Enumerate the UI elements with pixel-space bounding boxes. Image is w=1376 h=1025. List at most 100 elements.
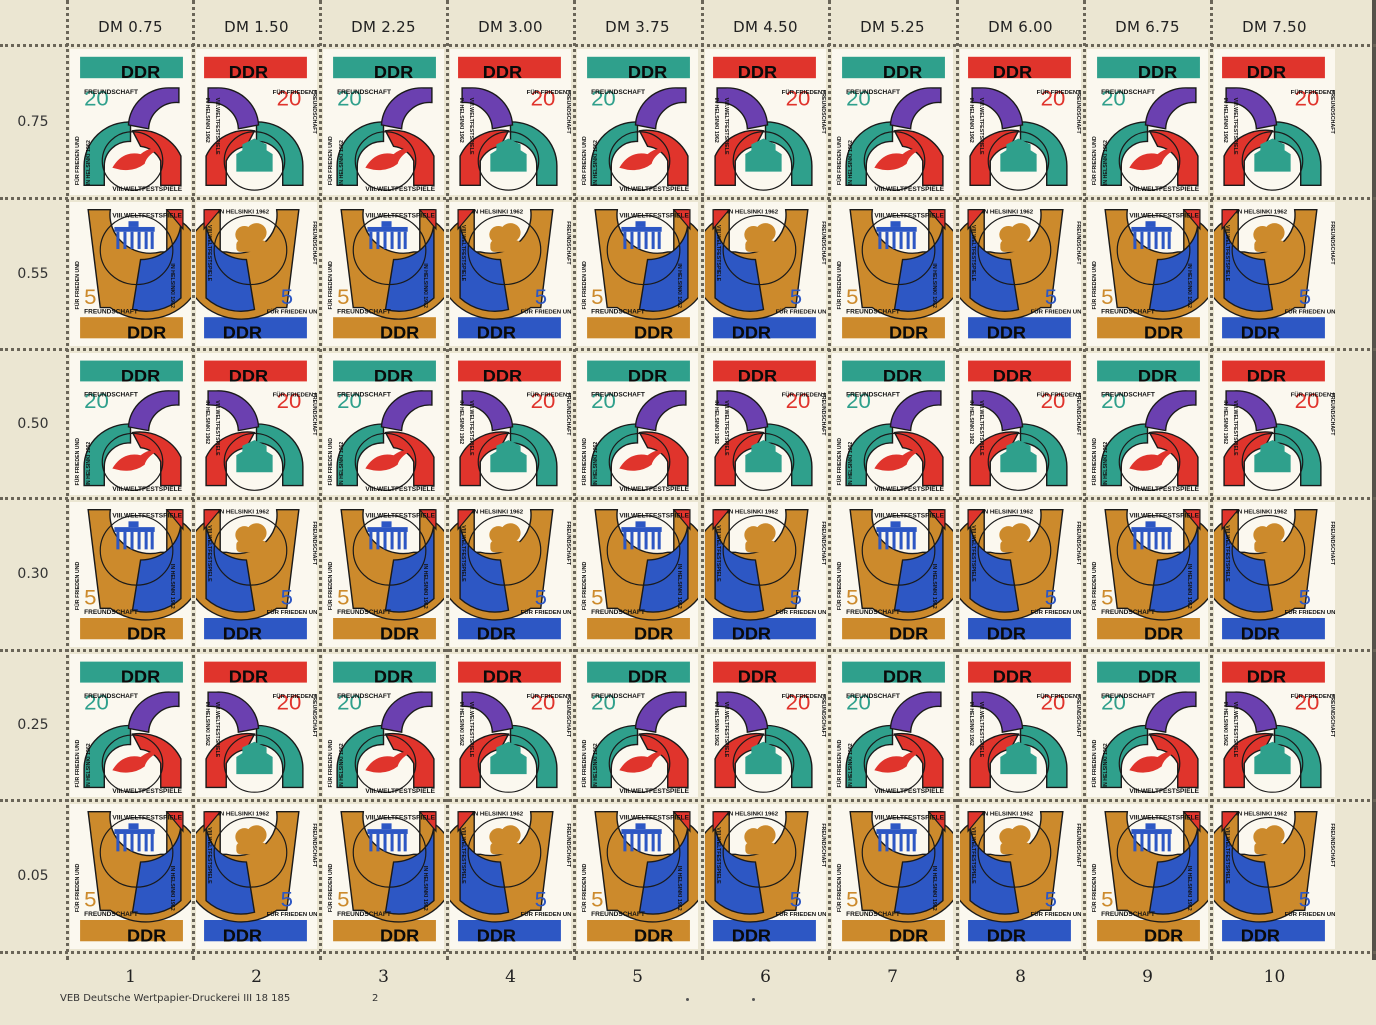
ddr-bar	[842, 618, 945, 640]
ddr-bar	[204, 920, 307, 942]
ring-arc-purple	[716, 691, 769, 733]
ddr-bar	[713, 661, 816, 683]
motto-text: FÜR FRIEDEN UND	[1291, 693, 1335, 700]
stamp: DDR 5 FREUNDSCHAFT VIII.WELTFESTSPIELE FÜR F…	[70, 804, 191, 949]
city-vertical-text: IN HELSINKI 1962	[204, 98, 210, 143]
ddr-text: DDR	[628, 366, 668, 385]
brandenburg-gate-icon	[1131, 521, 1172, 550]
motto-vertical-text: FÜR FRIEDEN UND	[1091, 438, 1098, 486]
plate-number: 2	[372, 993, 379, 1004]
perforation-horizontal	[0, 497, 1376, 500]
motto-text: FREUNDSCHAFT	[591, 89, 645, 96]
motto-text: FREUNDSCHAFT	[591, 308, 645, 315]
motto-text: FÜR FRIEDEN UND	[1037, 89, 1081, 96]
column-number: 6	[760, 967, 771, 987]
faces-icon	[999, 223, 1031, 252]
motto-vertical-text: FREUNDSCHAFT	[1075, 393, 1081, 436]
ddr-text: DDR	[1144, 624, 1183, 644]
motto-text: FÜR FRIEDEN UND	[267, 308, 317, 315]
building-icon	[236, 440, 273, 473]
stamp: DDR 20 FREUNDSCHAFT VIII.WELTFESTSPIELE FÜR …	[70, 654, 191, 797]
city-vertical-text: IN HELSINKI 1962	[713, 702, 719, 746]
festival-text: VIII.WELTFESTSPIELE	[365, 486, 435, 493]
dove-icon	[1129, 148, 1174, 171]
row-price-label: 0.05	[17, 868, 49, 884]
value-text: 5	[591, 585, 603, 609]
ring-arc-purple	[634, 691, 687, 733]
ring-outline	[101, 734, 164, 793]
motto-text: FREUNDSCHAFT	[591, 609, 645, 616]
ring-outline	[213, 816, 288, 888]
motto-vertical-text: FREUNDSCHAFT	[311, 694, 317, 738]
faces-icon	[999, 825, 1031, 855]
value-text: 5	[591, 284, 603, 308]
motto-text: FREUNDSCHAFT	[84, 392, 138, 399]
ring-outline	[1118, 432, 1181, 491]
festival-text: VIII.WELTFESTSPIELE	[365, 788, 435, 795]
ddr-bar	[80, 56, 183, 79]
ring-outline	[722, 214, 797, 286]
ring-arc-purple	[461, 87, 514, 130]
motto-text: FÜR FRIEDEN UND	[273, 89, 317, 96]
ddr-bar	[968, 618, 1071, 640]
ring-outline	[467, 214, 542, 286]
stamp: DDR 20 FREUNDSCHAFT VIII.WELTFESTSPIELE FÜR …	[577, 654, 698, 797]
city-vertical-text: IN HELSINKI 1962	[1222, 98, 1228, 143]
ring-outline	[606, 816, 681, 888]
motto-vertical-text: FÜR FRIEDEN UND	[74, 562, 81, 611]
ring-arc-purple	[971, 390, 1024, 432]
stamp: DDR 5 FREUNDSCHAFT VIII.WELTFESTSPIELE FÜR F…	[832, 502, 953, 647]
motto-vertical-text: FREUNDSCHAFT	[565, 221, 571, 265]
ddr-text: DDR	[738, 62, 777, 82]
ddr-text: DDR	[1241, 323, 1281, 343]
ring-outline	[861, 514, 936, 586]
city-text: IN HELSINKI 1962	[727, 210, 779, 216]
value-text: 5	[790, 284, 802, 308]
ddr-bar	[333, 920, 436, 942]
ddr-bar	[333, 618, 436, 640]
value-text: 5	[281, 284, 293, 308]
ring-arc-red	[893, 129, 944, 186]
festival-text: VIII.WELTFESTSPIELE	[365, 186, 435, 193]
festival-vertical-text: VIII.WELTFESTSPIELE	[468, 98, 474, 155]
column-number: 5	[632, 967, 643, 987]
value-text: 20	[531, 690, 556, 714]
dove-icon	[874, 751, 919, 773]
row-price-label: 0.50	[17, 415, 49, 432]
stamp: DDR 20 FREUNDSCHAFT VIII.WELTFESTSPIELE FÜR …	[577, 49, 698, 195]
perforation-horizontal	[0, 348, 1376, 351]
ring-outline	[732, 131, 795, 191]
motto-text: FÜR FRIEDEN UND	[527, 89, 571, 96]
ddr-bar	[1222, 317, 1325, 339]
festival-vertical-text: VIII.WELTFESTSPIELE	[460, 525, 466, 582]
row-price-label: 0.75	[17, 113, 49, 130]
brandenburg-gate-icon	[621, 221, 662, 250]
ring-arc-red	[203, 209, 222, 231]
festival-vertical-text: VIII.WELTFESTSPIELE	[715, 225, 721, 282]
column-number: 7	[887, 967, 898, 987]
building-icon	[1254, 741, 1291, 775]
motto-vertical-text: FREUNDSCHAFT	[565, 694, 571, 738]
ddr-bar	[968, 920, 1071, 942]
motto-vertical-text: FÜR FRIEDEN UND	[1091, 261, 1098, 309]
festival-vertical-text: VIII.WELTFESTSPIELE	[1224, 525, 1230, 582]
value-text: 20	[846, 390, 871, 413]
motto-text: FÜR FRIEDEN UND	[782, 392, 826, 399]
value-text: 5	[846, 585, 858, 609]
perforation-vertical	[828, 0, 831, 960]
city-vertical-text: IN HELSINKI 1962	[422, 263, 428, 308]
value-text: 20	[1295, 86, 1320, 111]
value-text: 20	[591, 390, 616, 413]
ddr-text: DDR	[127, 323, 167, 343]
ring-arc-red	[418, 811, 437, 833]
city-text: IN HELSINKI 1962	[218, 812, 270, 818]
dove-icon	[365, 751, 410, 773]
motto-vertical-text: FREUNDSCHAFT	[565, 521, 571, 565]
ring-arc-red	[927, 509, 946, 531]
motto-vertical-text: FÜR FRIEDEN UND	[836, 261, 843, 309]
motto-vertical-text: FÜR FRIEDEN UND	[581, 562, 588, 611]
